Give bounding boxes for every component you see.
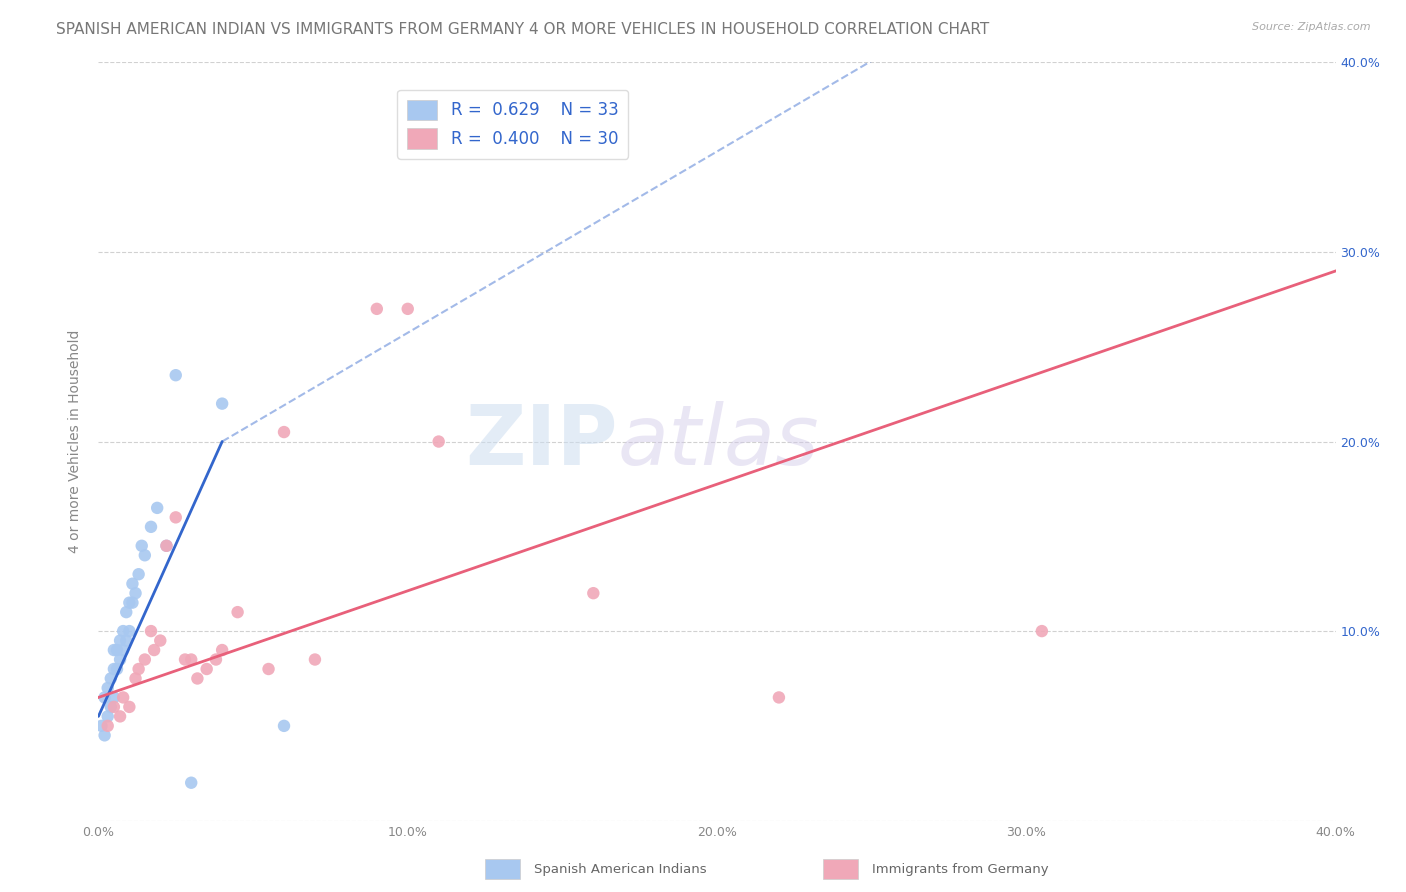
Point [112, 690, 135, 705]
Point [112, 624, 135, 639]
Point [93, 690, 115, 705]
Point [100, 672, 122, 686]
Point [304, 652, 326, 666]
Point [115, 605, 138, 619]
Point [134, 548, 156, 563]
Point [427, 434, 450, 449]
Point [155, 539, 177, 553]
Point [273, 719, 295, 733]
Point [97, 681, 120, 695]
Point [100, 699, 122, 714]
Text: Spanish American Indians: Spanish American Indians [534, 863, 707, 876]
Point [105, 643, 128, 657]
Point [90, 719, 112, 733]
Point [124, 586, 146, 600]
Point [108, 709, 131, 723]
Point [582, 586, 605, 600]
Point [146, 500, 169, 515]
Point [103, 662, 125, 676]
Point [124, 672, 146, 686]
Point [165, 368, 187, 383]
Point [180, 652, 202, 666]
Point [97, 719, 120, 733]
Point [97, 709, 120, 723]
Point [118, 596, 141, 610]
Point [165, 510, 187, 524]
Point [1031, 624, 1053, 639]
Point [768, 690, 790, 705]
Point [195, 662, 218, 676]
Point [128, 567, 150, 582]
Text: SPANISH AMERICAN INDIAN VS IMMIGRANTS FROM GERMANY 4 OR MORE VEHICLES IN HOUSEHO: SPANISH AMERICAN INDIAN VS IMMIGRANTS FR… [56, 22, 990, 37]
Point [93, 728, 115, 742]
Point [121, 596, 143, 610]
Point [103, 690, 125, 705]
Point [112, 643, 135, 657]
Text: ZIP: ZIP [465, 401, 619, 482]
Legend: R =  0.629    N = 33, R =  0.400    N = 30: R = 0.629 N = 33, R = 0.400 N = 30 [398, 90, 628, 159]
Point [205, 652, 228, 666]
Point [211, 396, 233, 410]
Point [396, 301, 419, 316]
Text: Source: ZipAtlas.com: Source: ZipAtlas.com [1253, 22, 1371, 32]
Point [211, 643, 233, 657]
Text: Immigrants from Germany: Immigrants from Germany [872, 863, 1049, 876]
Point [134, 652, 156, 666]
Point [118, 699, 141, 714]
Y-axis label: 4 or more Vehicles in Household: 4 or more Vehicles in Household [69, 330, 83, 553]
Point [118, 624, 141, 639]
Point [108, 652, 131, 666]
Point [226, 605, 249, 619]
Point [180, 776, 202, 790]
Point [139, 624, 162, 639]
Point [149, 633, 172, 648]
Point [155, 539, 177, 553]
Point [108, 633, 131, 648]
Text: atlas: atlas [619, 401, 820, 482]
Point [103, 699, 125, 714]
Point [115, 633, 138, 648]
Point [143, 643, 166, 657]
Point [366, 301, 388, 316]
Point [105, 662, 128, 676]
Point [121, 576, 143, 591]
Point [273, 425, 295, 439]
Point [131, 539, 153, 553]
Point [257, 662, 280, 676]
Point [139, 520, 162, 534]
Point [186, 672, 208, 686]
Point [128, 662, 150, 676]
Point [103, 643, 125, 657]
Point [174, 652, 197, 666]
Point [1263, 37, 1285, 51]
